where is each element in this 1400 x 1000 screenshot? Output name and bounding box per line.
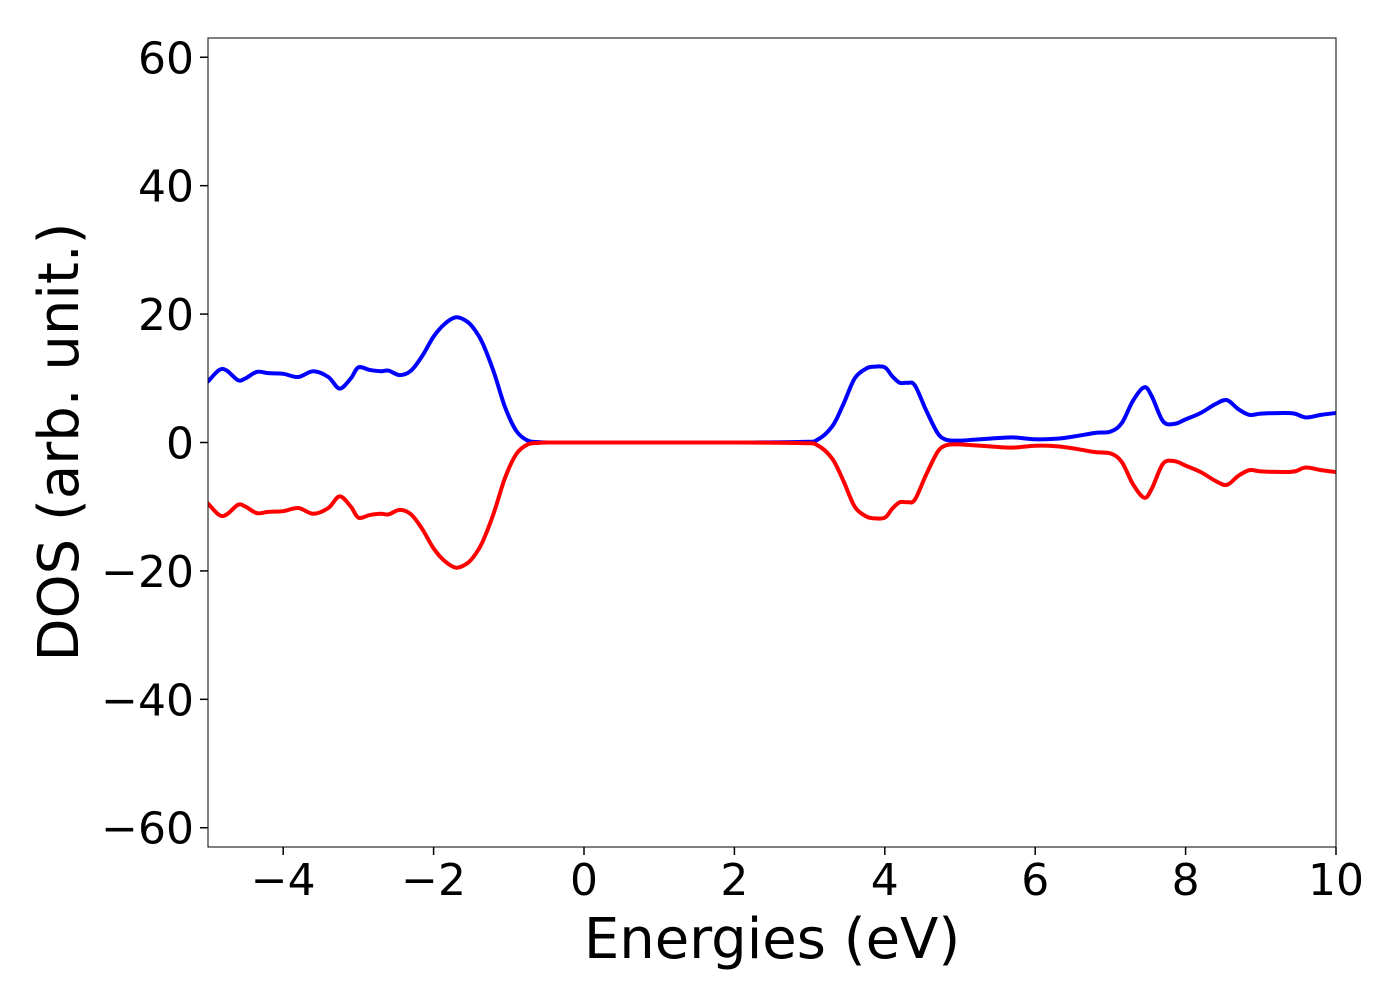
x-tick-label: 4 bbox=[871, 855, 899, 906]
x-tick-label: −4 bbox=[251, 855, 316, 906]
y-axis-label: DOS (arb. unit.) bbox=[27, 222, 92, 661]
y-tick-label: 20 bbox=[138, 290, 194, 341]
x-axis-ticks: −4 −2 0 2 4 6 8 10 bbox=[251, 847, 1364, 906]
y-axis-ticks: −60 −40 −20 0 20 40 60 bbox=[101, 33, 208, 855]
x-tick-label: 6 bbox=[1021, 855, 1049, 906]
y-tick-label: −60 bbox=[101, 804, 194, 855]
x-tick-label: 10 bbox=[1308, 855, 1364, 906]
y-tick-label: −20 bbox=[101, 547, 194, 598]
y-tick-label: 60 bbox=[138, 33, 194, 84]
y-tick-label: 0 bbox=[166, 419, 194, 470]
x-axis-label: Energies (eV) bbox=[584, 907, 960, 972]
series-line-blue bbox=[208, 315, 1336, 445]
x-tick-label: 0 bbox=[570, 855, 598, 906]
x-tick-label: −2 bbox=[401, 855, 466, 906]
series-line-red bbox=[208, 440, 1336, 570]
series-layer bbox=[208, 315, 1336, 570]
x-tick-label: 2 bbox=[720, 855, 748, 906]
y-tick-label: 40 bbox=[138, 162, 194, 213]
x-tick-label: 8 bbox=[1172, 855, 1200, 906]
y-tick-label: −40 bbox=[101, 675, 194, 726]
